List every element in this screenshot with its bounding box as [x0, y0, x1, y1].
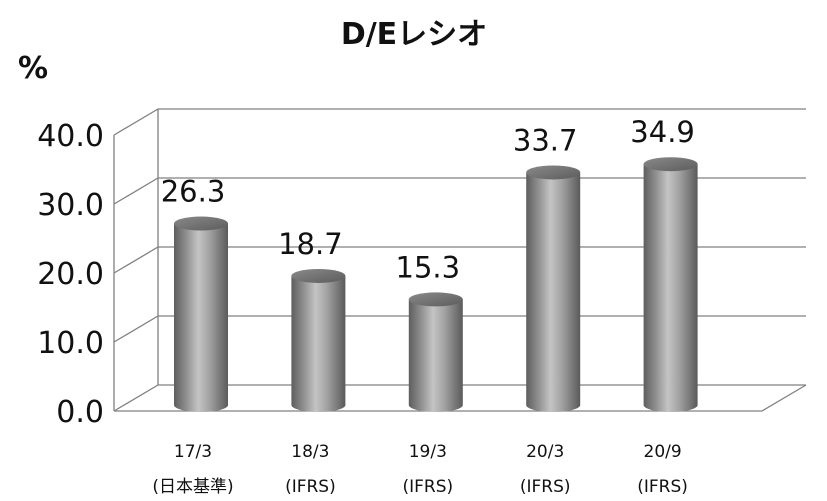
bar-body: [643, 164, 698, 413]
labels: D/Eレシオ % 0.0 10.0 20.0 30.0 40.0 26.3 17/3 (日本基…: [18, 17, 695, 497]
x-tick-label: 17/3: [174, 442, 212, 462]
gridline: [113, 177, 806, 205]
bar-body: [408, 299, 463, 413]
gridline: [113, 246, 806, 274]
bar: [408, 292, 463, 413]
y-tick-label: 10.0: [37, 326, 104, 361]
bar-body: [174, 223, 228, 412]
data-label: 15.3: [396, 250, 461, 284]
bars: [174, 157, 698, 413]
gridline: [113, 384, 806, 412]
bar: [174, 216, 228, 412]
y-axis-unit-label: %: [18, 51, 48, 86]
data-label: 34.9: [630, 115, 695, 149]
gridlines: [113, 108, 807, 412]
x-tick-label: 20/3: [526, 442, 564, 462]
bar-top: [643, 157, 698, 172]
x-tick-sublabel: (IFRS): [520, 477, 571, 497]
data-label: 18.7: [278, 227, 343, 261]
bar-top: [408, 292, 463, 307]
data-label: 26.3: [161, 175, 226, 209]
x-tick-sublabel: (日本基準): [152, 477, 233, 497]
bar-body: [526, 172, 581, 413]
x-tick-sublabel: (IFRS): [637, 477, 688, 497]
bar-body: [291, 275, 346, 413]
bar-top: [526, 165, 581, 180]
chart-title: D/Eレシオ: [341, 17, 487, 52]
bar: [291, 268, 346, 413]
gridline: [113, 108, 806, 136]
x-tick-label: 18/3: [291, 442, 329, 462]
x-tick-sublabel: (IFRS): [285, 477, 336, 497]
bar-top: [174, 216, 228, 231]
y-tick-label: 40.0: [37, 119, 104, 154]
x-tick-label: 19/3: [409, 442, 447, 462]
data-label: 33.7: [513, 123, 578, 157]
y-tick-label: 30.0: [37, 188, 104, 223]
bar-top: [291, 268, 346, 283]
x-tick-label: 20/9: [644, 442, 682, 462]
y-tick-label: 0.0: [56, 395, 104, 430]
bar: [643, 157, 698, 413]
x-tick-sublabel: (IFRS): [402, 477, 453, 497]
gridline: [113, 315, 806, 343]
bar: [526, 165, 581, 413]
y-tick-label: 20.0: [37, 257, 104, 292]
